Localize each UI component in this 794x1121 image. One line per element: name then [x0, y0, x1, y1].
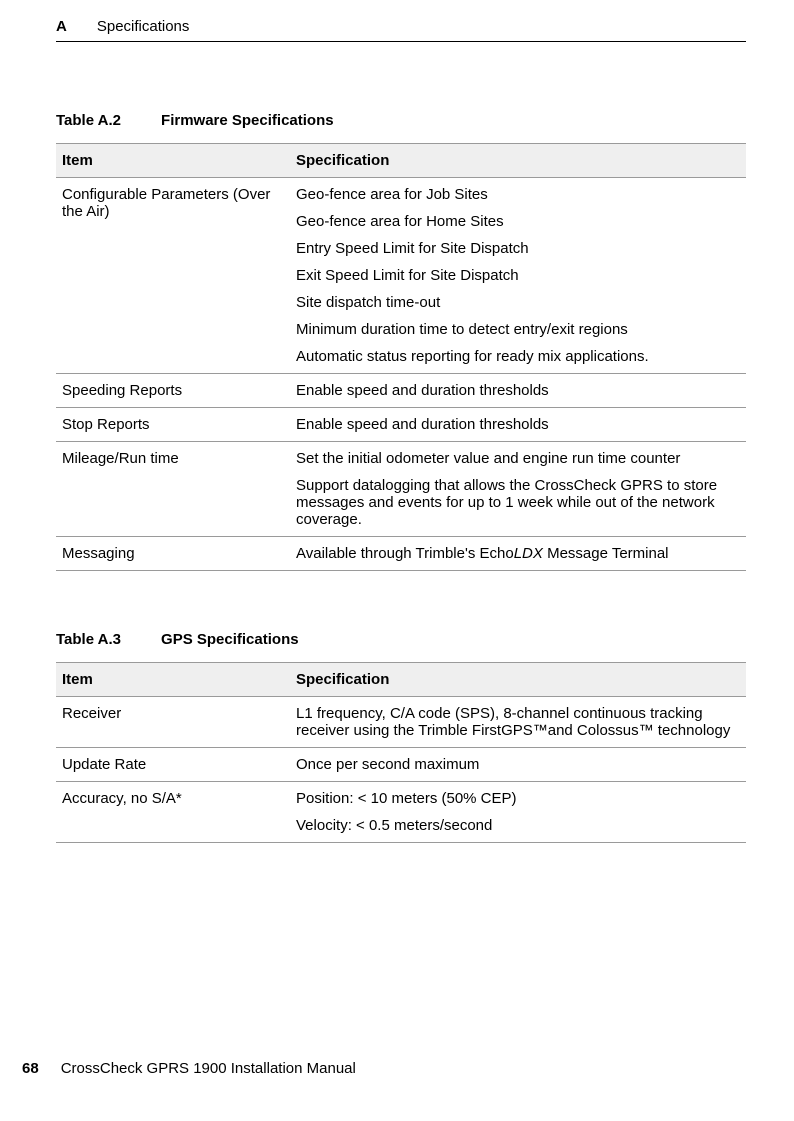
cell-spec: L1 frequency, C/A code (SPS), 8-channel … — [290, 697, 746, 748]
table-row: Speeding Reports Enable speed and durati… — [56, 374, 746, 408]
cell-item: Update Rate — [56, 748, 290, 782]
header-rule — [56, 41, 746, 42]
col-spec: Specification — [290, 144, 746, 178]
page-number: 68 — [22, 1060, 39, 1077]
table-row: Mileage/Run time Set the initial odomete… — [56, 442, 746, 537]
cell-item: Configurable Parameters (Over the Air) — [56, 178, 290, 374]
cell-spec: Once per second maximum — [290, 748, 746, 782]
spec-line: Exit Speed Limit for Site Dispatch — [296, 267, 736, 284]
table-a3-block: Table A.3 GPS Specifications Item Specifi… — [56, 631, 746, 843]
cell-item: Mileage/Run time — [56, 442, 290, 537]
spec-line: Entry Speed Limit for Site Dispatch — [296, 240, 736, 257]
spec-suffix: Message Terminal — [543, 545, 669, 562]
table-row: Receiver L1 frequency, C/A code (SPS), 8… — [56, 697, 746, 748]
table-header-row: Item Specification — [56, 144, 746, 178]
col-item: Item — [56, 663, 290, 697]
spec-line: Automatic status reporting for ready mix… — [296, 348, 736, 365]
spec-prefix: Available through Trimble's Echo — [296, 545, 514, 562]
spec-italic: LDX — [514, 545, 543, 562]
cell-item: Messaging — [56, 537, 290, 571]
table-row: Configurable Parameters (Over the Air) G… — [56, 178, 746, 374]
spec-line: Support datalogging that allows the Cros… — [296, 477, 736, 528]
table-header-row: Item Specification — [56, 663, 746, 697]
spec-line: Minimum duration time to detect entry/ex… — [296, 321, 736, 338]
table-a2-caption-title: Firmware Specifications — [161, 112, 334, 129]
spec-line: Site dispatch time-out — [296, 294, 736, 311]
col-spec: Specification — [290, 663, 746, 697]
page-header: A Specifications — [56, 18, 746, 35]
spec-line: Set the initial odometer value and engin… — [296, 450, 736, 467]
cell-spec: Set the initial odometer value and engin… — [290, 442, 746, 537]
spec-line: Geo-fence area for Home Sites — [296, 213, 736, 230]
table-a3-caption: Table A.3 GPS Specifications — [56, 631, 746, 648]
table-a2: Item Specification Configurable Paramete… — [56, 143, 746, 571]
manual-title: CrossCheck GPRS 1900 Installation Manual — [61, 1060, 356, 1077]
cell-spec: Enable speed and duration thresholds — [290, 374, 746, 408]
cell-item: Receiver — [56, 697, 290, 748]
spec-line: Position: < 10 meters (50% CEP) — [296, 790, 736, 807]
section-title: Specifications — [97, 18, 190, 35]
cell-spec: Enable speed and duration thresholds — [290, 408, 746, 442]
table-a3-caption-label: Table A.3 — [56, 631, 121, 648]
cell-item: Accuracy, no S/A* — [56, 782, 290, 843]
table-a3-caption-title: GPS Specifications — [161, 631, 299, 648]
cell-spec: Geo-fence area for Job Sites Geo-fence a… — [290, 178, 746, 374]
spec-line: Velocity: < 0.5 meters/second — [296, 817, 736, 834]
table-a3: Item Specification Receiver L1 frequency… — [56, 662, 746, 843]
cell-spec: Available through Trimble's EchoLDX Mess… — [290, 537, 746, 571]
spec-line: L1 frequency, C/A code (SPS), 8-channel … — [296, 705, 736, 739]
table-a2-block: Table A.2 Firmware Specifications Item Sp… — [56, 112, 746, 571]
cell-item: Speeding Reports — [56, 374, 290, 408]
spec-line: Enable speed and duration thresholds — [296, 382, 736, 399]
table-row: Stop Reports Enable speed and duration t… — [56, 408, 746, 442]
spec-line: Enable speed and duration thresholds — [296, 416, 736, 433]
table-a2-caption-label: Table A.2 — [56, 112, 121, 129]
spec-line: Available through Trimble's EchoLDX Mess… — [296, 545, 736, 562]
cell-spec: Position: < 10 meters (50% CEP) Velocity… — [290, 782, 746, 843]
spec-line: Once per second maximum — [296, 756, 736, 773]
section-letter: A — [56, 18, 67, 35]
table-row: Update Rate Once per second maximum — [56, 748, 746, 782]
cell-item: Stop Reports — [56, 408, 290, 442]
col-item: Item — [56, 144, 290, 178]
table-row: Accuracy, no S/A* Position: < 10 meters … — [56, 782, 746, 843]
table-a2-caption: Table A.2 Firmware Specifications — [56, 112, 746, 129]
table-row: Messaging Available through Trimble's Ec… — [56, 537, 746, 571]
spec-line: Geo-fence area for Job Sites — [296, 186, 736, 203]
page-footer: 68 CrossCheck GPRS 1900 Installation Manu… — [22, 1060, 356, 1077]
